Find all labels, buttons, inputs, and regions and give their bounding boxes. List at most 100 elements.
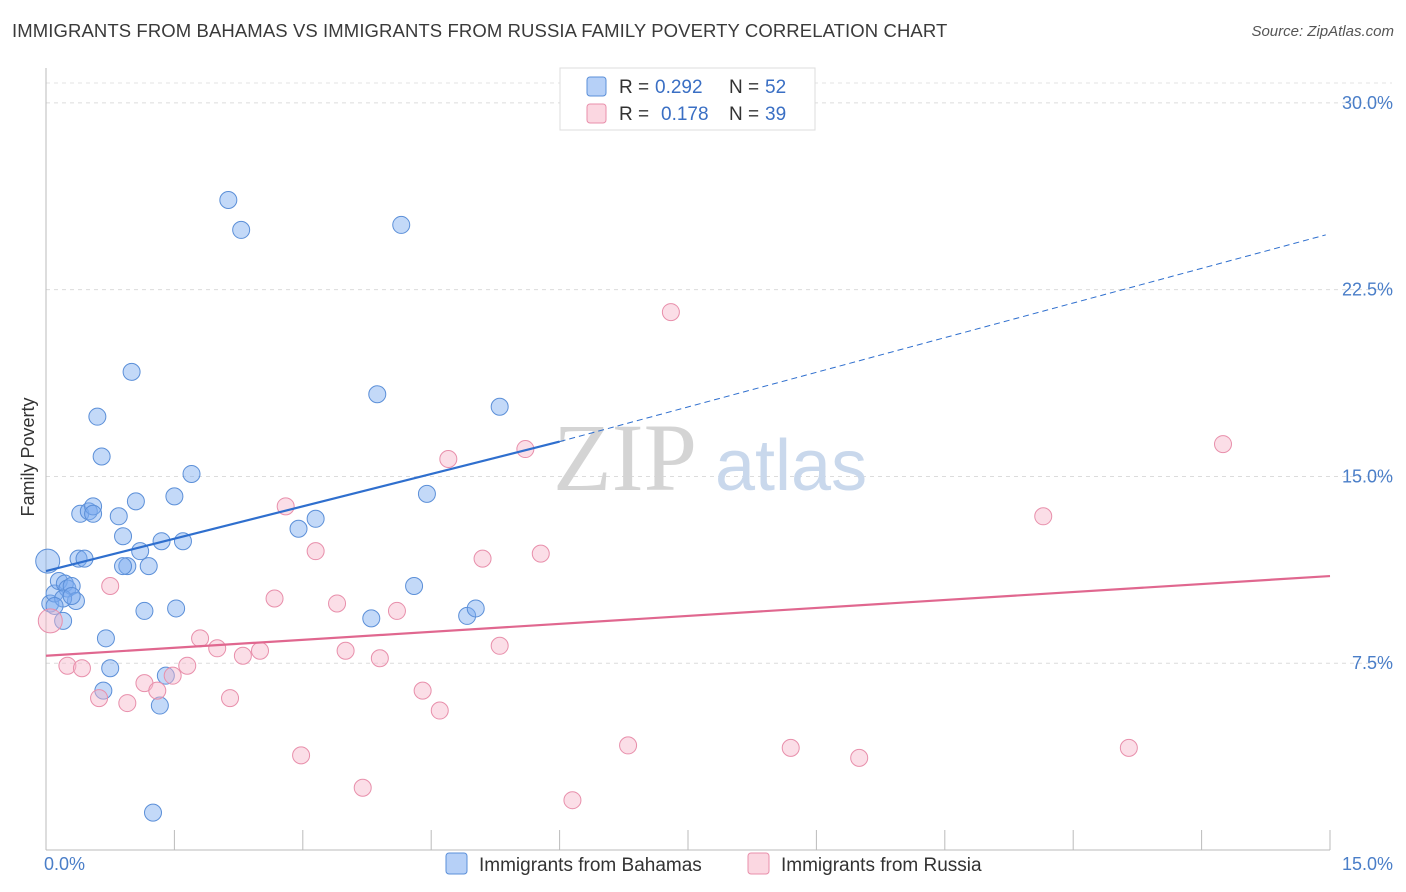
russia-point (148, 681, 167, 700)
russia-point (191, 629, 210, 648)
r-label: R = (619, 77, 649, 98)
y-tick-label: 15.0% (1342, 466, 1393, 486)
bahamas-legend-swatch (445, 852, 468, 875)
bahamas-point (135, 601, 154, 620)
bahamas-point (35, 548, 61, 574)
bahamas-point (368, 385, 387, 404)
bahamas-point (289, 519, 308, 538)
trend-lines (45, 234, 1331, 657)
russia-point (265, 589, 284, 608)
bahamas-point (362, 609, 381, 628)
bahamas-point (114, 527, 133, 546)
russia-point (251, 641, 269, 660)
russia-point (101, 577, 120, 596)
russia-trend-line (45, 574, 1331, 657)
bahamas-point (92, 447, 111, 466)
data-points (35, 191, 1232, 822)
russia-point (37, 608, 63, 634)
bahamas-point (122, 362, 141, 381)
russia-point (353, 778, 372, 797)
watermark-zip: ZIP (553, 404, 697, 511)
bahamas-point (84, 504, 103, 523)
bahamas-point (45, 596, 64, 615)
watermark-atlas: atlas (715, 426, 867, 506)
russia-point (163, 666, 182, 685)
bahamas-point (306, 509, 325, 528)
russia-point (178, 656, 197, 675)
bahamas-swatch (586, 76, 607, 97)
y-tick-label: 30.0% (1342, 93, 1393, 113)
bahamas-point (114, 557, 133, 576)
source-credit: Source: ZipAtlas.com (1251, 23, 1394, 40)
n-label: N = (729, 77, 759, 98)
russia-point (208, 639, 227, 658)
bahamas-point (182, 464, 201, 483)
bahamas-point (232, 220, 251, 239)
y-axis-title: Family Poverty (18, 397, 38, 516)
bahamas-point (84, 497, 103, 516)
russia-legend-label: Immigrants from Russia (781, 855, 982, 876)
russia-point (370, 649, 389, 668)
russia-point (430, 701, 449, 720)
axes (45, 68, 1331, 851)
r-value: 0.292 (655, 77, 703, 98)
n-label: N = (729, 104, 759, 125)
bahamas-point (62, 577, 81, 596)
bahamas-point (417, 484, 436, 503)
russia-point (531, 544, 550, 563)
russia-point (336, 641, 355, 660)
x-tick-label: 15.0% (1342, 854, 1393, 874)
bahamas-point (466, 599, 485, 618)
r-value: 0.178 (661, 104, 709, 125)
chart-title: IMMIGRANTS FROM BAHAMAS VS IMMIGRANTS FR… (12, 20, 948, 41)
n-value: 39 (765, 104, 786, 125)
russia-point (850, 748, 869, 767)
bahamas-point (150, 696, 169, 715)
russia-point (72, 659, 91, 678)
bahamas-trend-extension (559, 234, 1326, 443)
russia-point (619, 736, 638, 755)
russia-point (233, 646, 252, 665)
x-tick-label: 0.0% (44, 854, 85, 874)
bahamas-point (219, 191, 238, 210)
bahamas-point (109, 507, 128, 526)
bahamas-point (118, 557, 137, 576)
bahamas-point (101, 659, 120, 678)
russia-point (1214, 435, 1232, 454)
russia-point (439, 450, 458, 469)
russia-point (473, 549, 492, 568)
stats-legend: R = 0.292 N = 52 R = 0.178 N = 39 (559, 67, 816, 131)
bahamas-point (156, 666, 175, 685)
bahamas-point (96, 629, 115, 648)
bahamas-point (75, 549, 94, 568)
y-tick-label: 22.5% (1342, 280, 1393, 300)
bahamas-legend-label: Immigrants from Bahamas (479, 855, 702, 876)
russia-point (58, 656, 77, 675)
russia-point (118, 694, 137, 713)
russia-point (292, 746, 311, 765)
russia-point (328, 594, 347, 613)
watermark: ZIP atlas (553, 404, 867, 511)
russia-swatch (586, 103, 607, 124)
russia-point (413, 681, 432, 700)
russia-point (221, 689, 240, 708)
russia-point (1119, 738, 1138, 757)
n-value: 52 (765, 77, 786, 98)
russia-point (490, 636, 509, 655)
bahamas-point (54, 611, 73, 630)
grid-lines (46, 82, 1392, 664)
bahamas-point (392, 215, 411, 234)
bahamas-point (139, 557, 158, 576)
russia-point (781, 738, 800, 757)
bahamas-point (405, 577, 424, 596)
bahamas-point (144, 803, 162, 822)
bahamas-point (126, 492, 145, 511)
russia-point (563, 791, 582, 810)
bahamas-point (165, 487, 184, 506)
russia-point (387, 601, 406, 620)
r-label: R = (619, 104, 649, 125)
bahamas-point (490, 397, 509, 416)
russia-point (90, 689, 109, 708)
y-tick-label: 7.5% (1352, 653, 1393, 673)
